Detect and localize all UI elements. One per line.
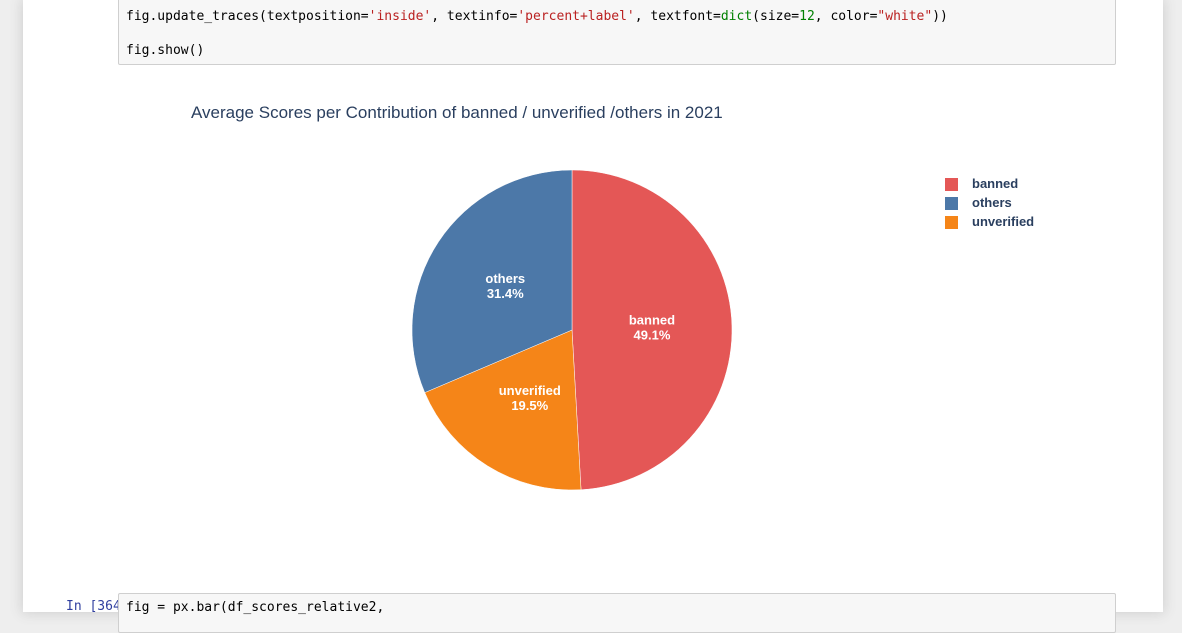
code-line: fig = px.bar(df_scores_relative2, <box>126 600 385 615</box>
pie-slice-unverified[interactable] <box>424 329 582 491</box>
code-number: 12 <box>799 9 815 24</box>
code-line: fig.update_traces(textposition='inside',… <box>126 8 948 25</box>
code-token: , textfont= <box>634 9 721 24</box>
code-string: "white" <box>877 9 933 24</box>
chart-title: Average Scores per Contribution of banne… <box>191 103 723 122</box>
legend-swatch <box>945 197 958 210</box>
code-line: fig.show() <box>126 43 205 58</box>
slice-percent: 49.1% <box>634 328 671 343</box>
code-token: , textinfo= <box>431 9 518 24</box>
slice-percent: 19.5% <box>511 398 548 413</box>
code-token: )) <box>932 9 948 24</box>
code-token: (size= <box>752 9 800 24</box>
code-string: 'percent+label' <box>517 9 635 24</box>
code-token: , color= <box>814 9 878 24</box>
pie-slice-banned[interactable] <box>571 169 733 491</box>
code-builtin: dict <box>720 9 753 24</box>
code-token: fig.update_traces(textposition= <box>126 9 369 24</box>
legend-label: others <box>972 195 1012 210</box>
slice-label: banned <box>629 313 675 328</box>
code-cell-input[interactable]: fig.update_traces(textposition='inside',… <box>118 0 1116 65</box>
slice-label: unverified <box>499 383 561 398</box>
slice-label: others <box>485 271 525 286</box>
slice-percent: 31.4% <box>487 286 524 301</box>
code-string: 'inside' <box>368 9 432 24</box>
legend-label: unverified <box>972 214 1034 229</box>
pie-slice-others[interactable] <box>411 169 573 393</box>
legend-label: banned <box>972 176 1019 191</box>
code-cell-input[interactable]: fig = px.bar(df_scores_relative2, <box>118 593 1116 633</box>
legend-swatch <box>945 216 958 229</box>
legend-swatch <box>945 178 958 191</box>
